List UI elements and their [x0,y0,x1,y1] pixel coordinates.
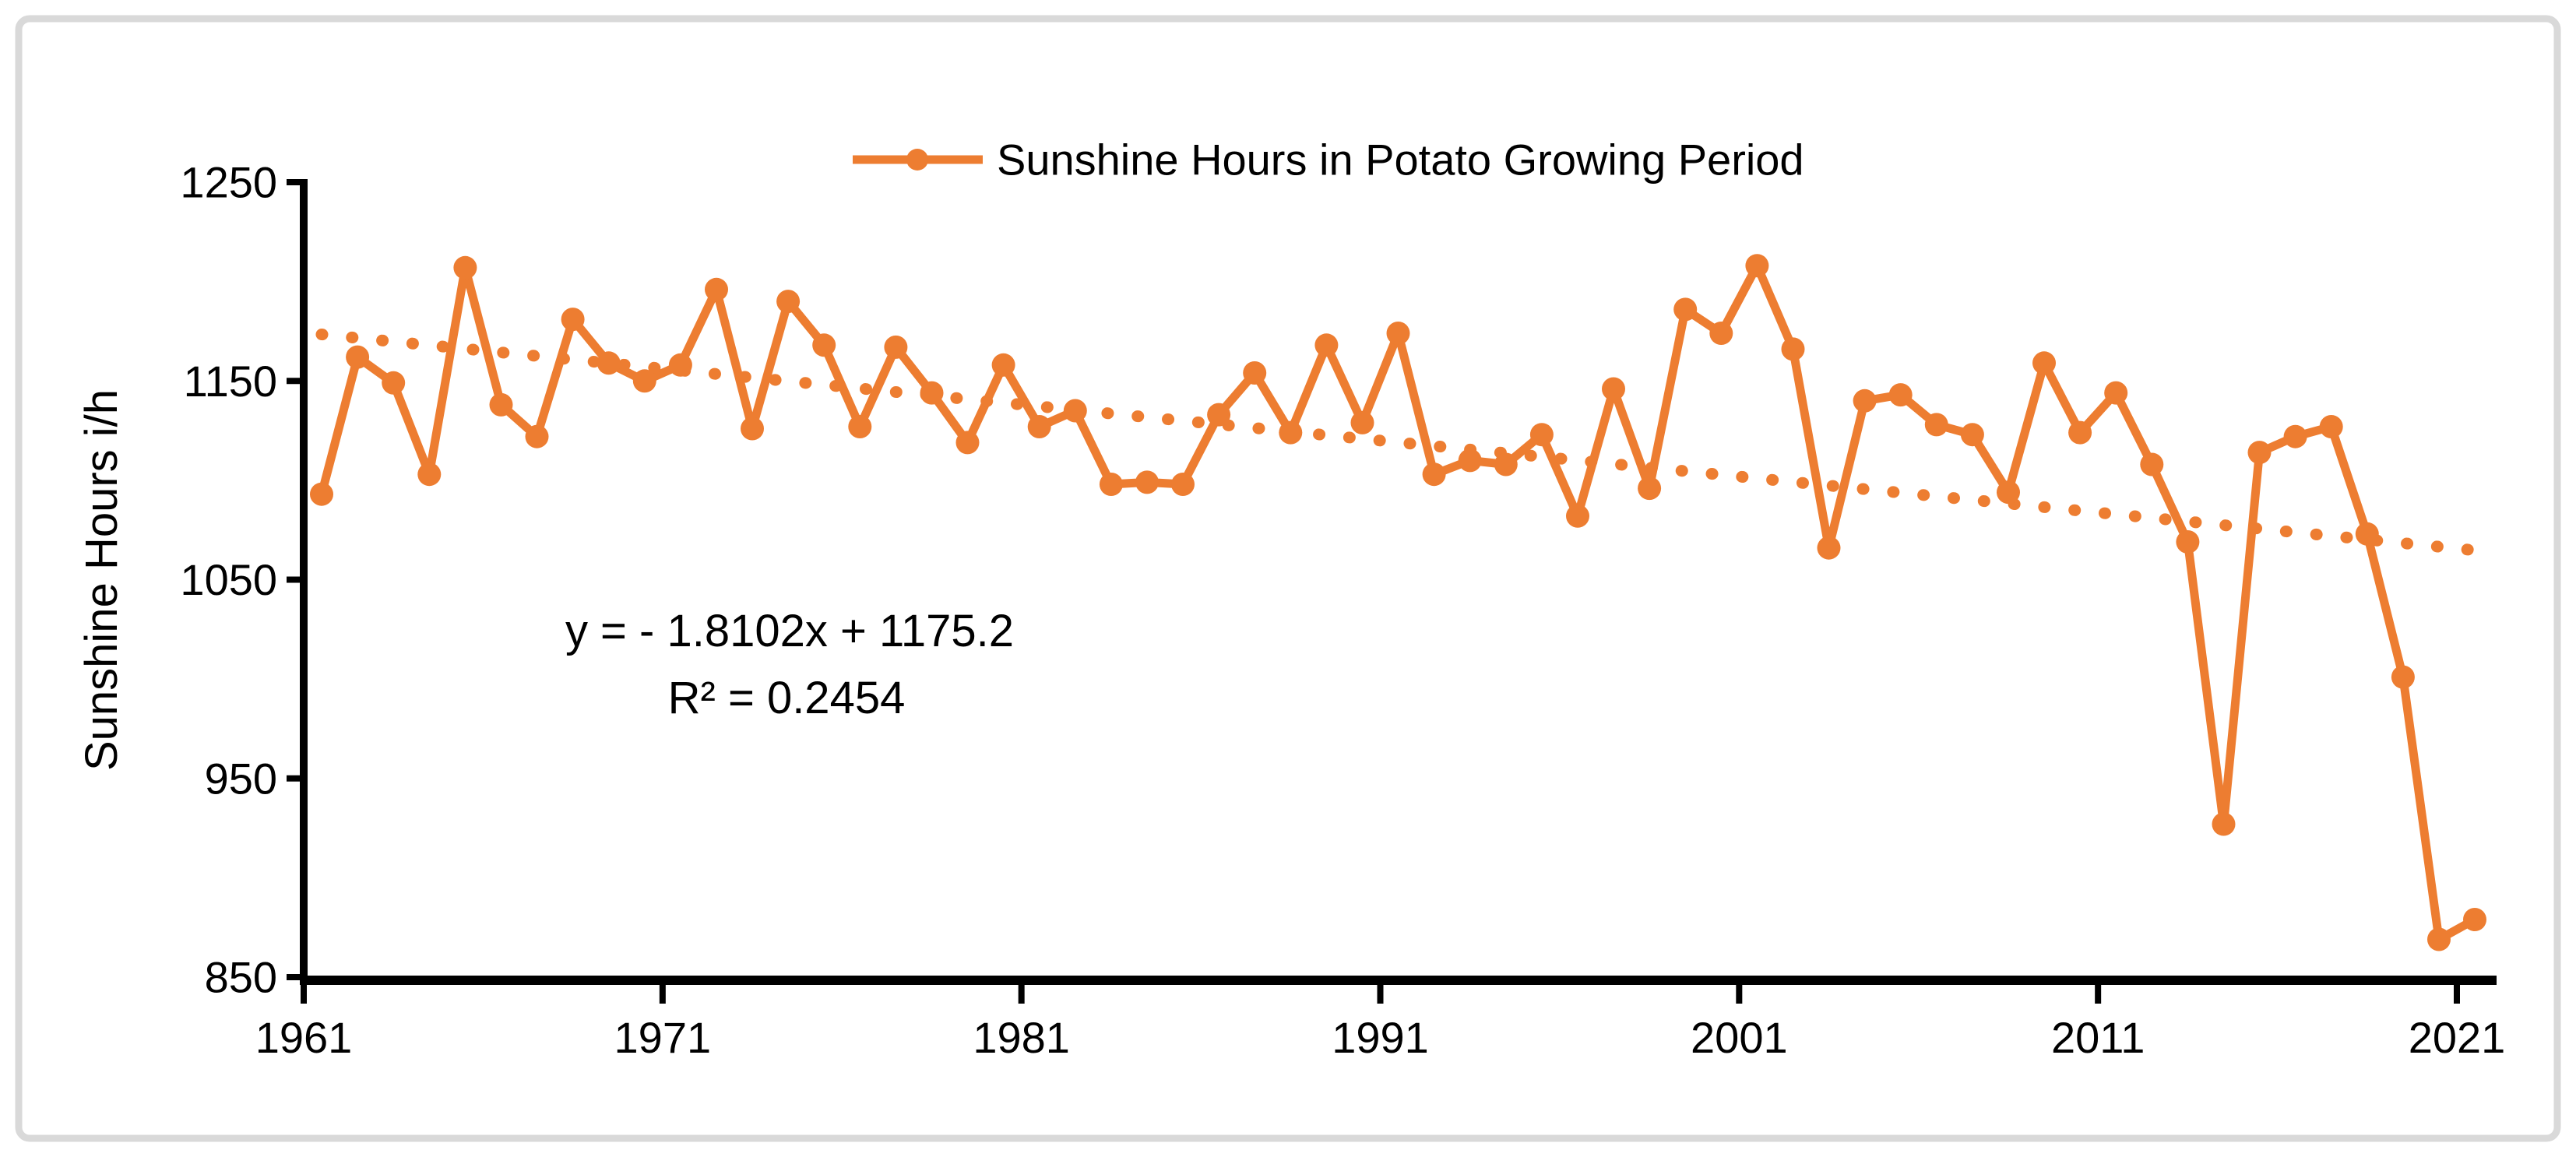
x-axis-ticks: 1961 1971 1981 1991 2001 2011 2021 [255,980,2506,1062]
data-point-marker-2010 [2068,420,2092,445]
data-point-marker-2017 [2319,415,2343,438]
data-point-marker-1964 [417,462,442,487]
data-point-marker-1983 [1099,473,1123,496]
y-axis-ticks: 1250 1150 1050 950 850 [180,158,304,1002]
data-point-marker-1979 [955,431,980,455]
data-point-marker-1988 [1279,420,1303,445]
data-point-marker-2019 [2391,665,2415,689]
data-point-marker-1963 [382,371,406,395]
data-point-marker-1980 [991,353,1015,377]
data-point-marker-1987 [1243,361,1267,385]
x-tick-label-1961: 1961 [255,1013,353,1062]
chart-frame-border [15,15,2561,1142]
data-point-marker-1992 [1422,462,1446,487]
trendline-r-squared-text: R² = 0.2454 [668,673,906,723]
x-tick-label-2021: 2021 [2409,1013,2506,1062]
data-point-marker-1995 [1529,423,1554,447]
data-point-marker-1984 [1135,470,1159,494]
data-point-marker-1999 [1673,297,1698,322]
data-point-marker-1969 [596,351,621,375]
series-data-markers [310,254,2486,951]
data-point-marker-1973 [741,417,764,441]
data-point-marker-2020 [2427,927,2451,951]
data-point-marker-2018 [2355,522,2379,546]
trendline-dotted-line [315,329,2481,557]
x-tick-label-2001: 2001 [1691,1013,1788,1062]
data-point-marker-2000 [1709,322,1733,345]
data-point-marker-2016 [2283,424,2307,448]
data-point-marker-1981 [1027,415,1051,438]
data-point-marker-2005 [1888,383,1913,407]
data-point-marker-2014 [2212,812,2236,836]
y-tick-label-1150: 1150 [184,357,277,406]
data-point-marker-2008 [1997,480,2020,505]
x-tick-label-1971: 1971 [614,1013,712,1062]
y-tick-label-850: 850 [205,953,277,1002]
data-point-marker-1974 [776,290,801,314]
x-tick-label-2011: 2011 [2051,1013,2145,1062]
data-point-marker-1976 [848,415,872,438]
data-point-marker-2015 [2247,441,2272,465]
data-point-marker-2011 [2104,381,2128,405]
x-tick-label-1991: 1991 [1332,1013,1429,1062]
y-tick-label-1250: 1250 [180,158,277,207]
legend-label: Sunshine Hours in Potato Growing Period [997,135,1804,185]
series-line [317,261,2479,944]
data-point-marker-1990 [1350,410,1374,434]
data-point-marker-1977 [884,335,908,359]
legend-marker-dot-icon [906,149,928,171]
trendline-equation-text: y = - 1.8102x + 1175.2 [565,606,1014,656]
data-point-marker-1962 [346,345,370,369]
data-point-marker-2004 [1853,389,1877,413]
trendline-equation-annotation: y = - 1.8102x + 1175.2 R² = 0.2454 [565,606,1014,723]
data-point-marker-1970 [632,369,656,393]
data-point-marker-1965 [453,255,477,280]
series-sunshine-hours [317,261,2479,944]
data-point-marker-1993 [1458,448,1482,473]
data-point-marker-1975 [812,333,836,357]
data-point-marker-2009 [2032,351,2056,375]
data-point-marker-1986 [1207,403,1231,427]
data-point-marker-2003 [1817,536,1841,560]
linear-trendline [315,329,2481,557]
data-point-marker-1997 [1602,377,1625,401]
data-point-marker-1996 [1566,504,1589,528]
data-point-marker-2007 [1960,423,1984,447]
data-point-marker-1968 [561,308,585,332]
data-point-marker-1998 [1638,477,1662,501]
y-tick-label-950: 950 [205,754,277,803]
data-point-marker-1967 [525,424,549,448]
data-point-marker-2006 [1924,413,1948,437]
data-point-marker-1961 [310,482,333,506]
data-point-marker-1985 [1171,473,1195,496]
data-point-marker-1972 [705,277,728,301]
data-point-marker-1971 [668,353,692,377]
data-point-marker-2002 [1781,337,1805,361]
data-point-marker-2013 [2176,530,2200,554]
x-tick-label-1981: 1981 [973,1013,1070,1062]
data-point-marker-1989 [1314,333,1339,357]
legend: Sunshine Hours in Potato Growing Period [853,135,1804,185]
data-point-marker-2021 [2463,908,2486,931]
data-point-marker-2012 [2140,452,2164,477]
y-tick-label-1050: 1050 [180,555,277,604]
data-point-marker-1991 [1386,322,1410,345]
data-point-marker-1978 [920,381,944,405]
data-point-marker-1994 [1494,452,1518,477]
data-point-marker-1966 [489,392,513,417]
y-axis-title: Sunshine Hours i/h [76,389,127,771]
data-point-marker-1982 [1063,399,1087,423]
data-point-marker-2001 [1745,254,1769,278]
